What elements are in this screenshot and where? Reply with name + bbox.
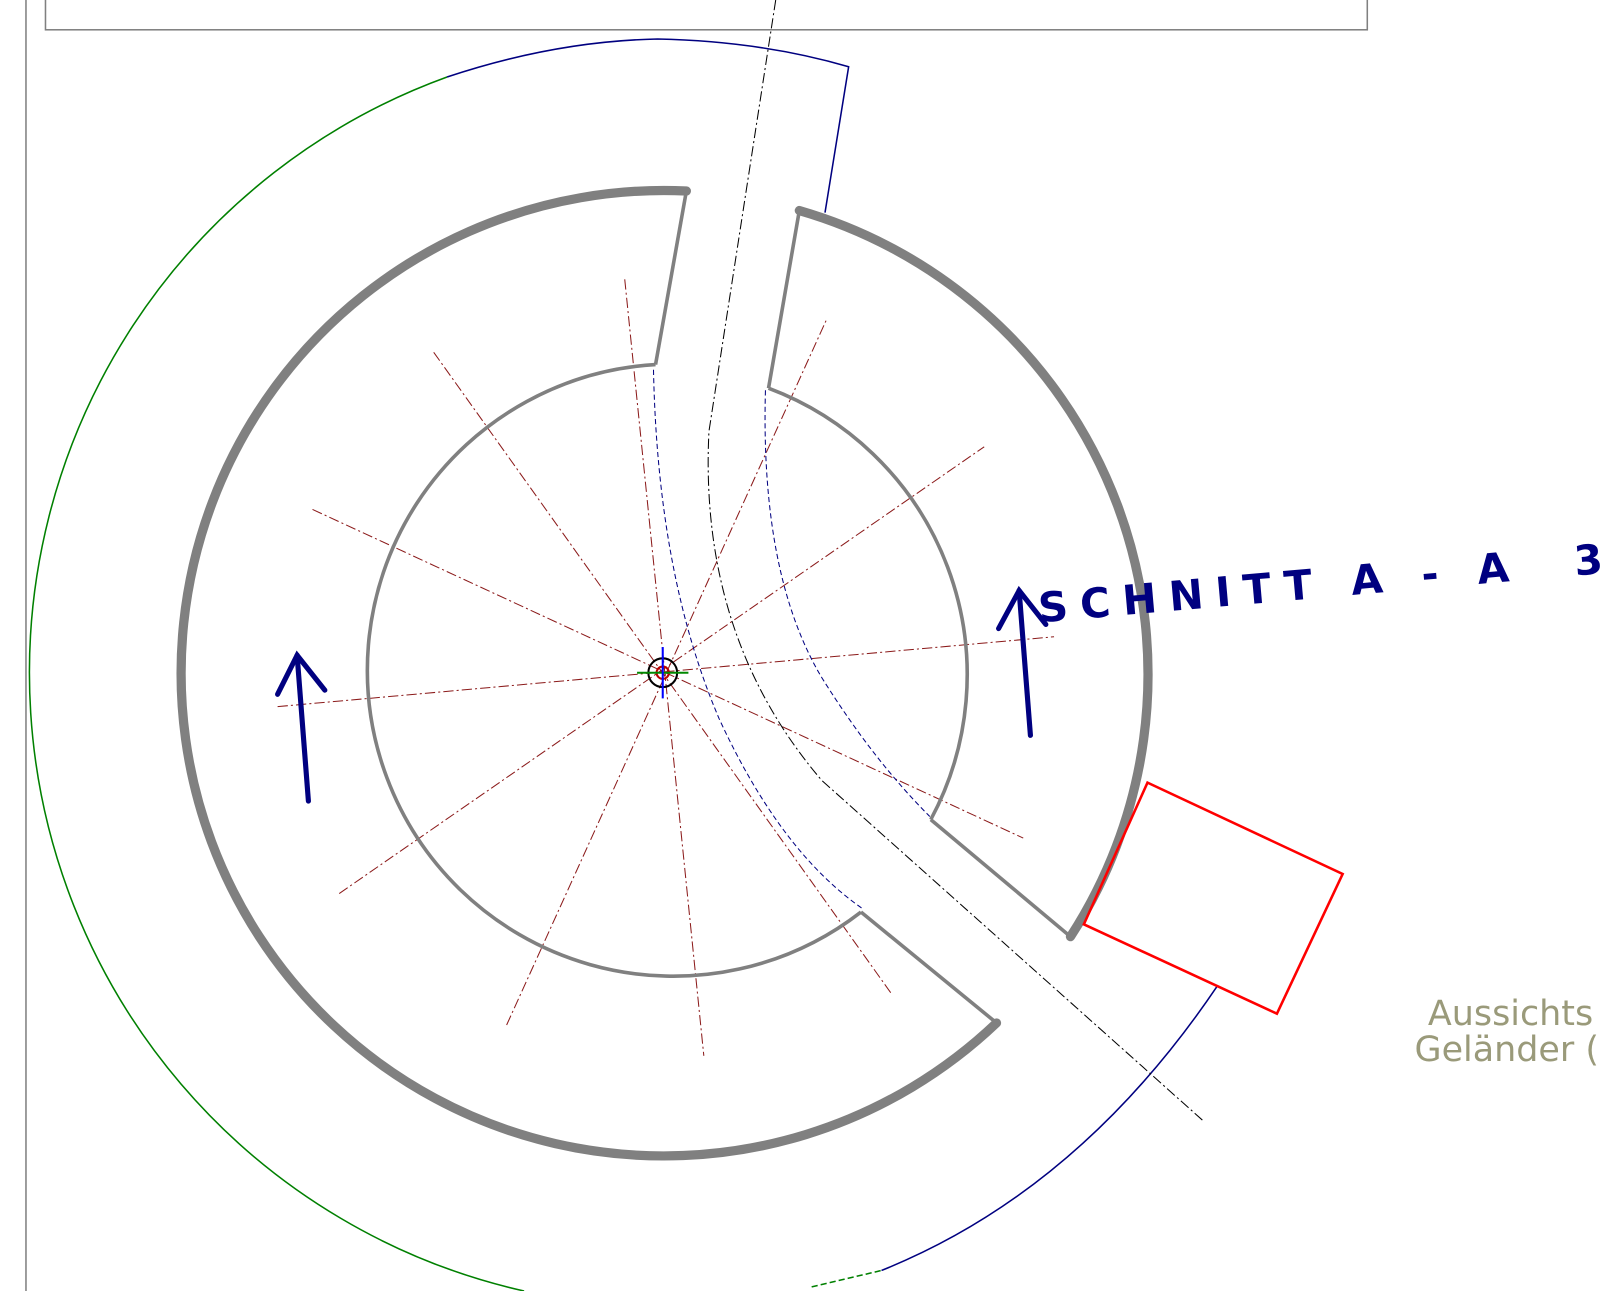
wall-ends — [653, 190, 1072, 1025]
outer-path-dashed — [764, 390, 931, 817]
section-arrow — [996, 585, 1049, 738]
ramp-centerline — [707, 0, 1205, 1122]
outer-wall-right — [794, 205, 1153, 942]
direction-arrow — [275, 650, 328, 804]
outer-arc-blue — [446, 38, 850, 213]
title-frame — [44, 0, 1369, 31]
inner-path-dashed — [652, 369, 864, 910]
note-text: Aussichts — [1428, 994, 1593, 1034]
outer-wall-left — [176, 185, 1002, 1161]
viewing-platform — [1082, 780, 1345, 1016]
outer-arc-green — [28, 76, 525, 1291]
inner-wall-left — [365, 362, 863, 978]
inner-wall-right — [767, 386, 969, 821]
outer-arc-blue-bottom — [881, 985, 1218, 1272]
outer-arc-dashed — [811, 1269, 882, 1288]
note-text: Geländer ( — [1415, 1030, 1599, 1070]
center-symbol — [637, 647, 689, 699]
